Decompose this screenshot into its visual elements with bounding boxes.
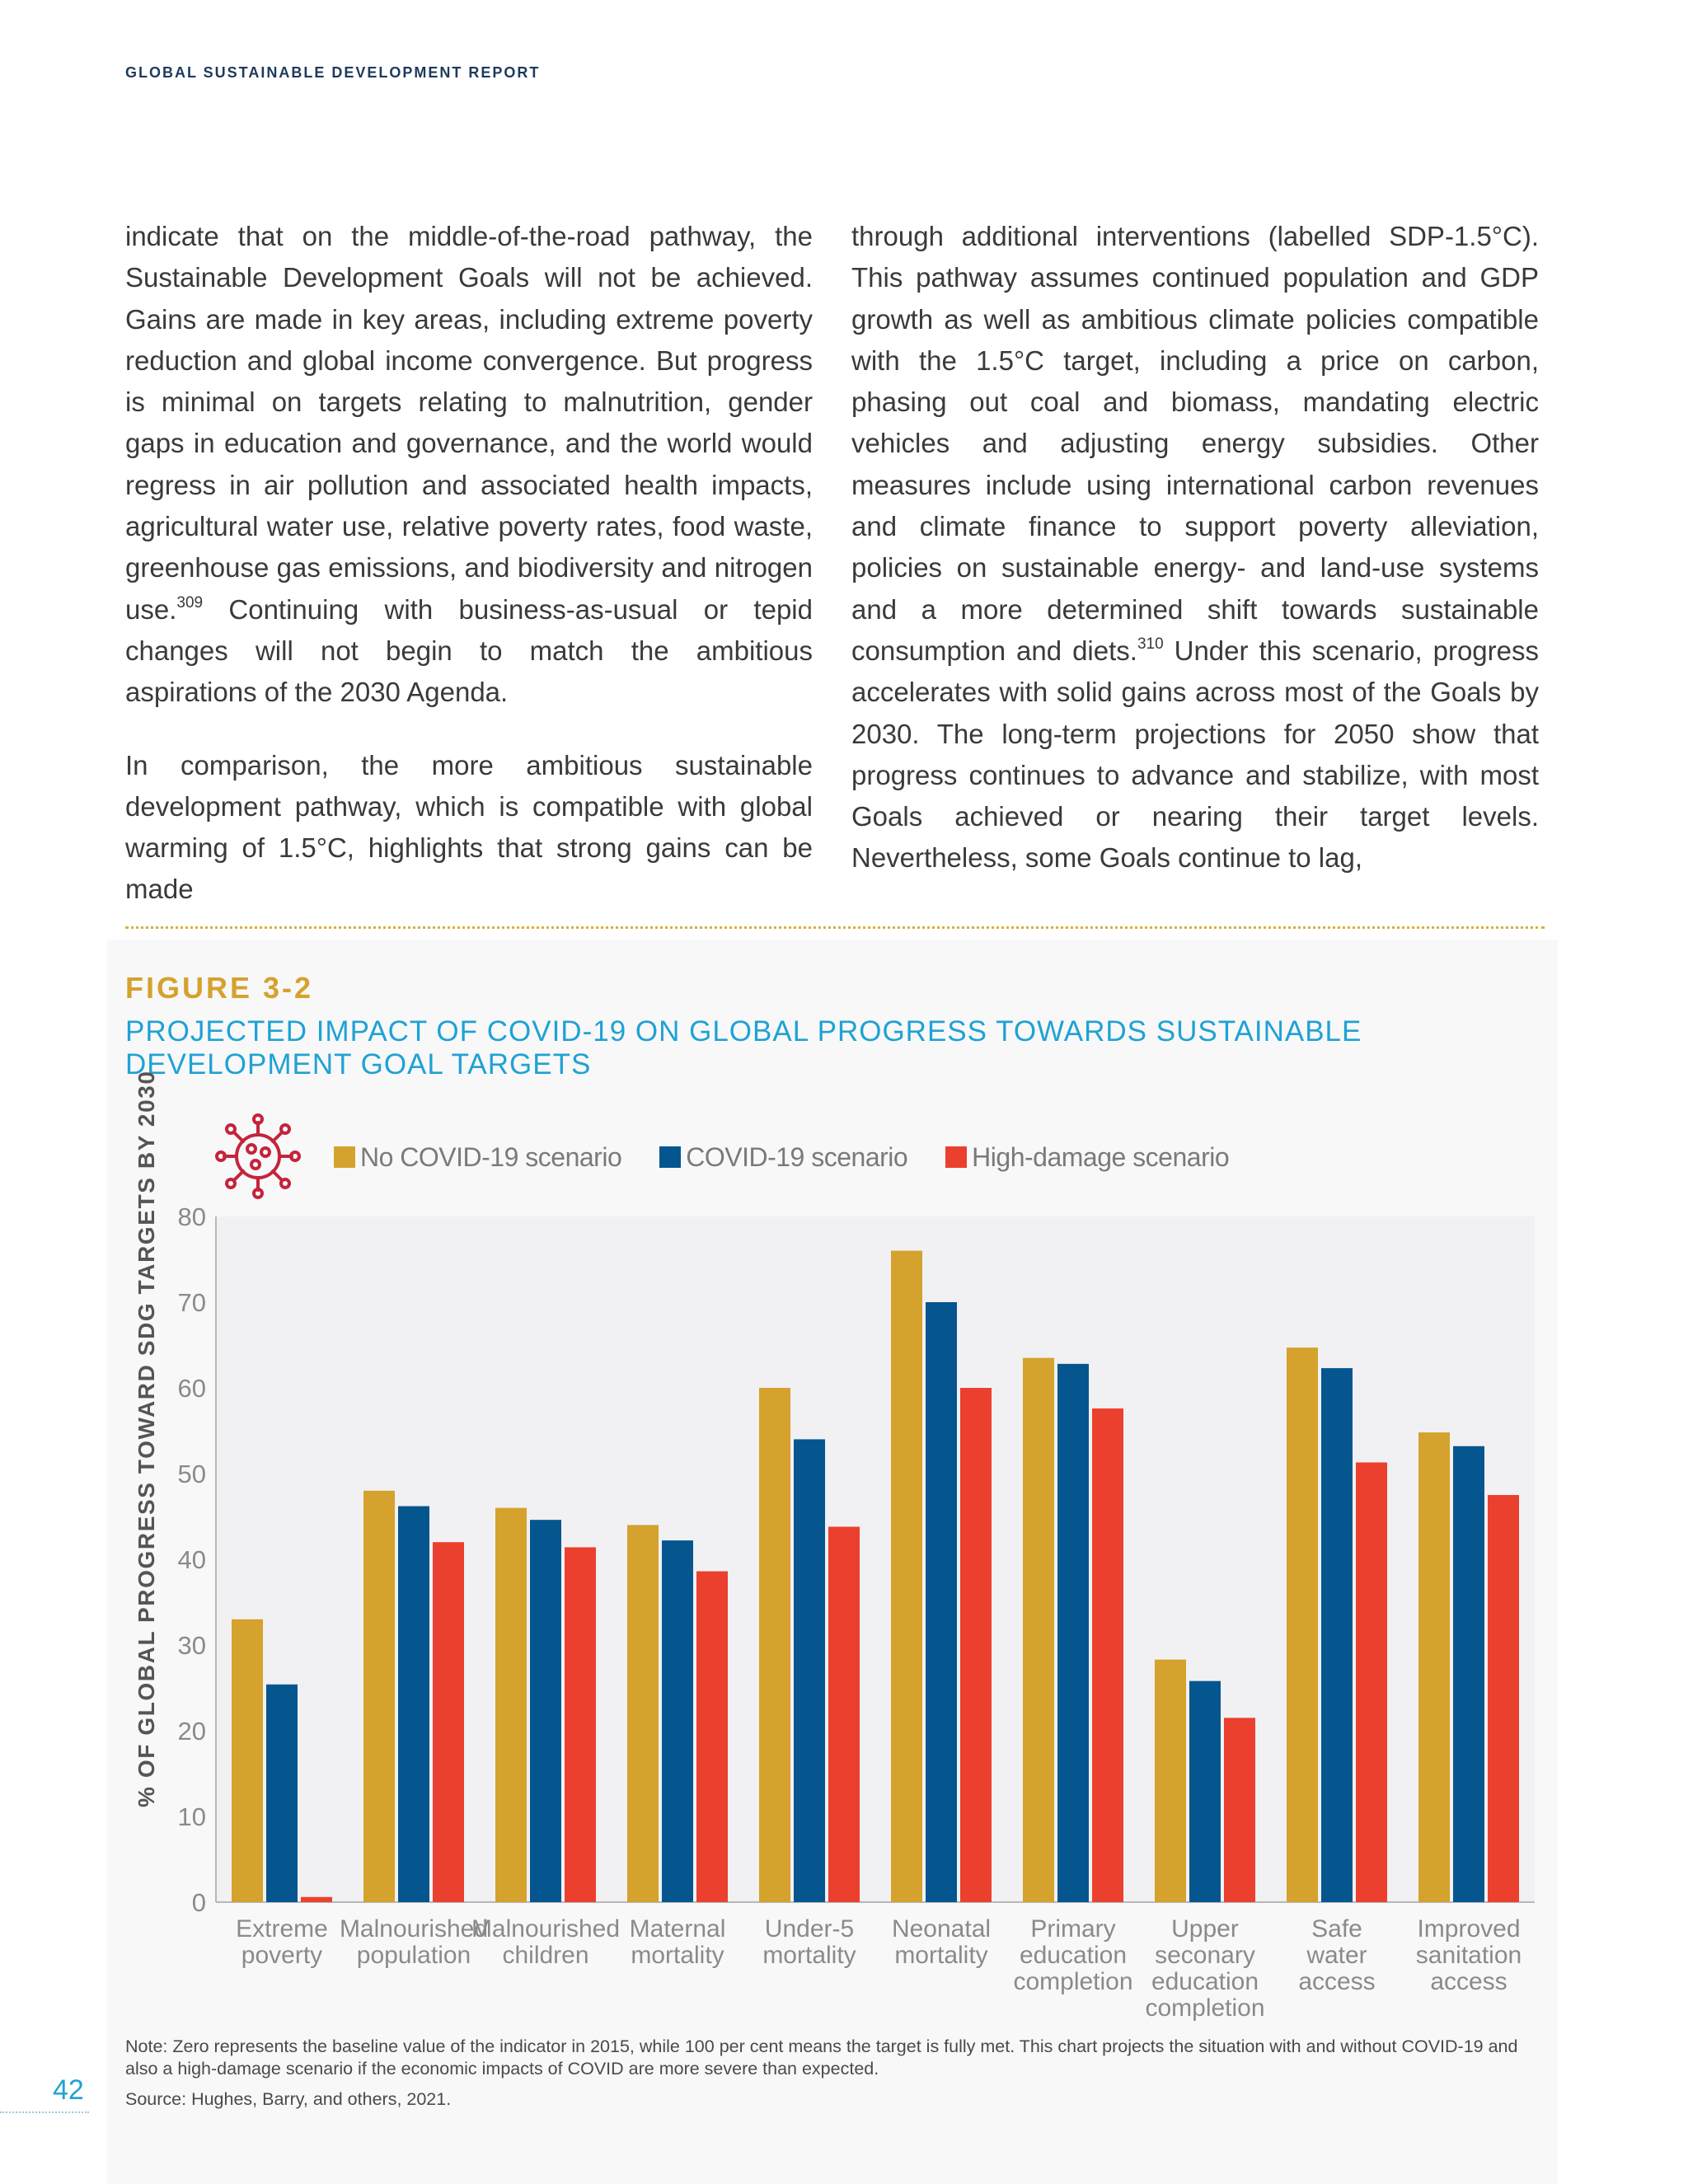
- chart-legend: No COVID-19 scenario COVID-19 scenario H…: [334, 1141, 1267, 1174]
- body-column-right: through additional interventions (labell…: [851, 216, 1539, 879]
- running-head: GLOBAL SUSTAINABLE DEVELOPMENT REPORT: [125, 64, 541, 81]
- section-divider: [125, 926, 1545, 929]
- legend-item: High-damage scenario: [945, 1141, 1230, 1173]
- figure-label: FIGURE 3-2: [125, 971, 314, 1005]
- legend-item: COVID-19 scenario: [659, 1141, 908, 1173]
- figure-source: Source: Hughes, Barry, and others, 2021.: [125, 2089, 452, 2109]
- legend-swatch: [334, 1146, 355, 1168]
- footnote-ref[interactable]: 309: [176, 593, 204, 612]
- body-paragraph: indicate that on the middle-of-the-road …: [125, 221, 813, 708]
- legend-item: No COVID-19 scenario: [334, 1141, 622, 1173]
- legend-swatch: [945, 1146, 968, 1168]
- footnote-ref[interactable]: 310: [1137, 635, 1164, 653]
- legend-label: No COVID-19 scenario: [360, 1141, 622, 1172]
- page-number: 42: [53, 2074, 84, 2106]
- legend-label: COVID-19 scenario: [686, 1141, 908, 1172]
- figure-panel: [107, 940, 1558, 2184]
- body-column-left: indicate that on the middle-of-the-road …: [125, 216, 813, 911]
- page-number-rule: [0, 2111, 89, 2113]
- figure-note: Note: Zero represents the baseline value…: [125, 2036, 1518, 2079]
- figure-title: PROJECTED IMPACT OF COVID-19 ON GLOBAL P…: [125, 1015, 1362, 1080]
- virus-icon: [215, 1113, 301, 1199]
- body-paragraph: In comparison, the more ambitious sustai…: [125, 749, 813, 905]
- legend-swatch: [659, 1146, 682, 1168]
- body-paragraph: through additional interventions (labell…: [851, 221, 1539, 874]
- legend-label: High-damage scenario: [972, 1141, 1230, 1172]
